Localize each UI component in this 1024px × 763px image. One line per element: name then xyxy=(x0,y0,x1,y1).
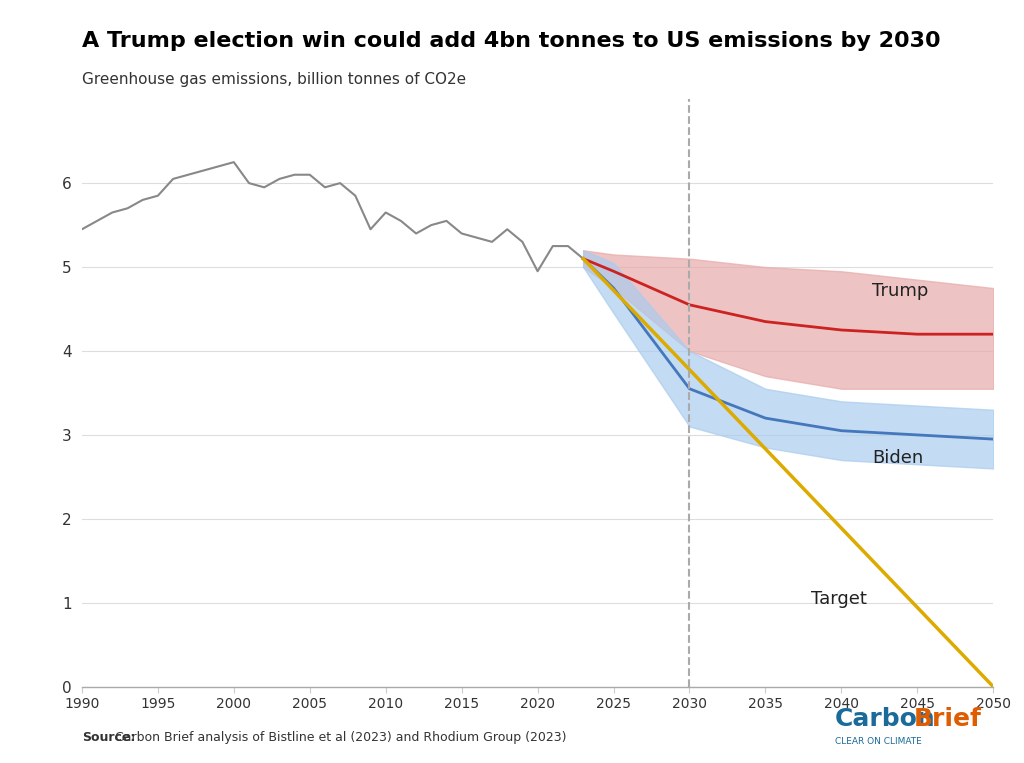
Text: Target: Target xyxy=(811,590,867,607)
Text: A Trump election win could add 4bn tonnes to US emissions by 2030: A Trump election win could add 4bn tonne… xyxy=(82,31,941,50)
Text: Carbon Brief analysis of Bistline et al (2023) and Rhodium Group (2023): Carbon Brief analysis of Bistline et al … xyxy=(111,731,566,744)
Text: Greenhouse gas emissions, billion tonnes of CO2e: Greenhouse gas emissions, billion tonnes… xyxy=(82,72,466,88)
Text: Biden: Biden xyxy=(871,449,923,468)
Text: Trump: Trump xyxy=(871,282,928,300)
Text: Brief: Brief xyxy=(913,707,981,731)
Text: Source:: Source: xyxy=(82,731,135,744)
Text: CLEAR ON CLIMATE: CLEAR ON CLIMATE xyxy=(835,737,922,746)
Text: Carbon: Carbon xyxy=(835,707,935,731)
